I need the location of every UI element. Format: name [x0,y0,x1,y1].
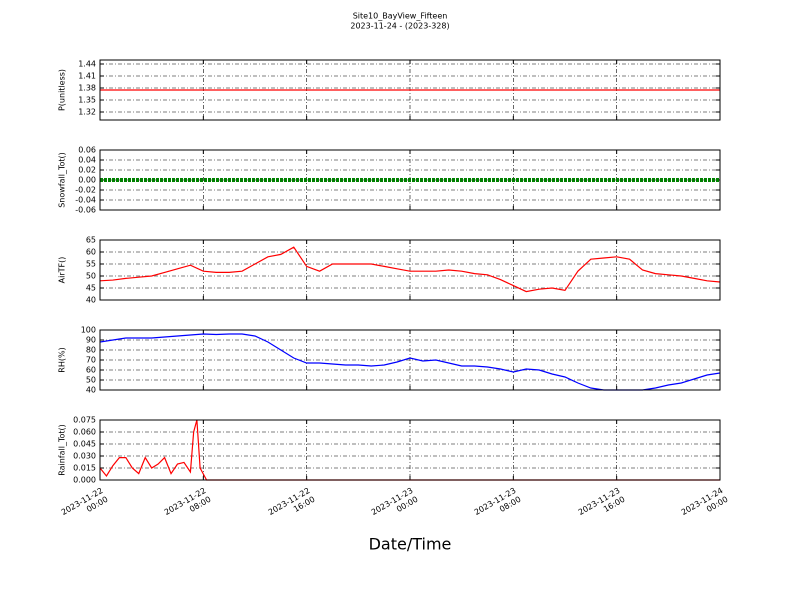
y-axis-label: P(unitless) [58,69,67,111]
y-axis-label: Rainfall_Tot() [58,424,67,476]
y-tick-label: 0.00 [78,176,96,185]
y-tick-label: 0.02 [78,166,96,175]
y-tick-label: 0.015 [73,464,96,473]
y-tick-label: 60 [86,366,96,375]
y-tick-label: 0.030 [73,452,96,461]
y-tick-label: 40 [86,296,96,305]
axes-frame [99,329,721,391]
y-tick-label: 0.000 [73,476,96,485]
axes-frame [99,59,721,121]
chart-title: Site10_BayView_Fifteen [353,12,448,21]
axes-frame [99,149,721,211]
axes-frame [99,419,721,481]
series-line [99,419,720,481]
y-tick-label: 0.045 [73,440,96,449]
y-tick-label: 1.38 [78,84,96,93]
axes-frame [99,239,721,301]
y-tick-label: 80 [86,346,96,355]
y-tick-label: 0.04 [78,156,96,165]
y-tick-label: 0.060 [73,428,96,437]
y-tick-label: 45 [86,284,96,293]
y-tick-label: -0.04 [75,196,96,205]
y-axis-label: RH(%) [58,347,67,372]
y-tick-label: 1.41 [78,72,96,81]
y-tick-label: 60 [86,248,96,257]
y-tick-label: 90 [86,336,96,345]
y-axis-label: Snowfall_Tot() [58,152,67,208]
chart-subtitle: 2023-11-24 - (2023-328) [350,22,449,31]
y-tick-label: -0.02 [75,186,96,195]
x-axis-label: Date/Time [369,535,452,554]
y-tick-label: 1.32 [78,108,96,117]
y-tick-label: 50 [86,376,96,385]
y-tick-label: -0.06 [75,206,96,215]
y-tick-label: 0.06 [78,146,96,155]
y-tick-label: 70 [86,356,96,365]
y-axis-label: AirTF() [58,257,67,284]
y-tick-label: 100 [81,326,96,335]
y-tick-label: 50 [86,272,96,281]
y-tick-label: 1.35 [78,96,96,105]
y-tick-label: 55 [86,260,96,269]
y-tick-label: 40 [86,386,96,395]
series-line [99,246,721,293]
y-tick-label: 65 [86,236,96,245]
y-tick-label: 1.44 [78,60,96,69]
y-tick-label: 0.075 [73,416,96,425]
